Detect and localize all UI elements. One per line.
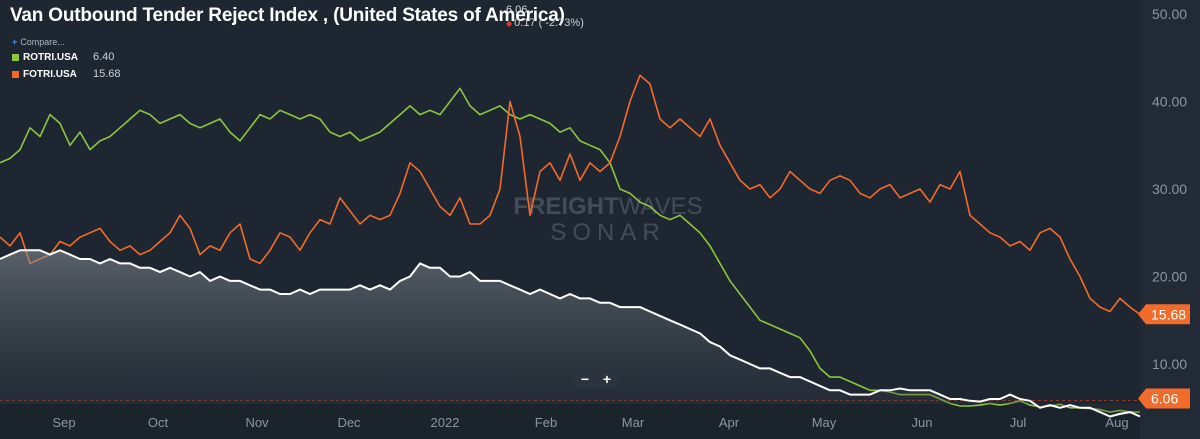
end-value-tag: 15.68 xyxy=(1138,304,1190,325)
y-tick-label: 30.00 xyxy=(1152,181,1187,197)
y-axis-panel xyxy=(1140,0,1200,439)
plus-icon: + xyxy=(12,37,18,47)
watermark-line2: SONAR xyxy=(550,219,665,246)
x-tick-label: Mar xyxy=(622,415,645,430)
legend-item-fotri[interactable]: FOTRI.USA 15.68 xyxy=(12,67,121,81)
legend-value: 6.40 xyxy=(93,51,115,63)
x-tick-label: 2022 xyxy=(431,415,460,430)
legend-item-rotri[interactable]: ROTRI.USA 6.40 xyxy=(12,50,114,64)
end-value-tag: 6.06 xyxy=(1138,388,1190,409)
x-tick-label: Apr xyxy=(719,415,740,430)
compare-button[interactable]: + Compare... xyxy=(12,37,65,47)
x-tick-label: Jul xyxy=(1010,415,1027,430)
current-value: 6.06 xyxy=(506,4,528,16)
zoom-in-button[interactable]: + xyxy=(602,371,612,387)
change-indicator: ◆ 0.17 ( -2.73%) xyxy=(506,17,584,29)
x-tick-label: Oct xyxy=(148,415,169,430)
change-text: 0.17 ( -2.73%) xyxy=(514,17,584,29)
y-tick-label: 20.00 xyxy=(1152,269,1187,285)
x-tick-label: Jun xyxy=(912,415,933,430)
watermark-line1: FREIGHTWAVES xyxy=(513,193,702,220)
end-value-label: 6.06 xyxy=(1151,390,1178,406)
x-tick-label: Nov xyxy=(245,415,269,430)
series-line-votri-usa xyxy=(0,249,1141,418)
end-value-tag-bg xyxy=(1138,304,1190,325)
x-tick-label: May xyxy=(812,415,837,430)
legend-swatch xyxy=(12,70,19,78)
x-tick-label: Feb xyxy=(535,415,557,430)
y-tick-label: 10.00 xyxy=(1152,356,1187,372)
legend-name: FOTRI.USA xyxy=(23,68,77,80)
series-line-fotri-usa xyxy=(0,74,1141,315)
down-arrow-icon: ◆ xyxy=(506,19,513,28)
x-tick-label: Sep xyxy=(52,415,75,430)
zoom-out-button[interactable]: − xyxy=(580,371,590,387)
series-area-fill xyxy=(0,250,1140,417)
y-tick-label: 40.00 xyxy=(1152,94,1187,110)
legend-value: 15.68 xyxy=(93,68,121,80)
legend-swatch xyxy=(12,53,19,61)
end-value-tag-bg xyxy=(1138,388,1190,409)
chart-title: Van Outbound Tender Reject Index , (Unit… xyxy=(10,5,565,26)
legend-name: ROTRI.USA xyxy=(23,51,78,63)
compare-label: Compare... xyxy=(20,37,65,47)
x-axis-band xyxy=(0,404,1140,439)
y-tick-label: 50.00 xyxy=(1152,6,1187,22)
end-value-label: 15.68 xyxy=(1151,306,1186,322)
zoom-controls: − + xyxy=(574,370,618,388)
x-tick-label: Dec xyxy=(337,415,361,430)
x-tick-label: Aug xyxy=(1105,415,1128,430)
